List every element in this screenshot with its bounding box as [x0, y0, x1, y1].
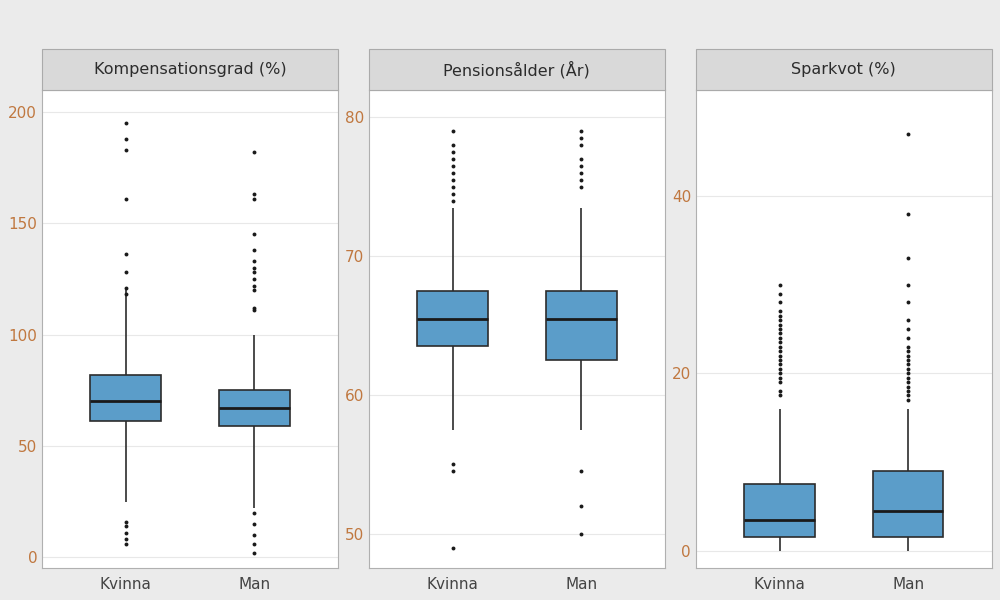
Text: Kompensationsgrad (%): Kompensationsgrad (%)	[94, 62, 286, 77]
Bar	[90, 374, 161, 421]
Bar	[219, 390, 290, 426]
Bar	[873, 471, 943, 538]
Bar	[546, 291, 617, 360]
Text: Pensionsålder (År): Pensionsålder (År)	[443, 61, 590, 78]
Bar	[417, 291, 488, 346]
FancyBboxPatch shape	[369, 49, 665, 89]
Bar	[744, 484, 815, 538]
Text: Sparkvot (%): Sparkvot (%)	[791, 62, 896, 77]
FancyBboxPatch shape	[42, 49, 338, 89]
FancyBboxPatch shape	[696, 49, 992, 89]
